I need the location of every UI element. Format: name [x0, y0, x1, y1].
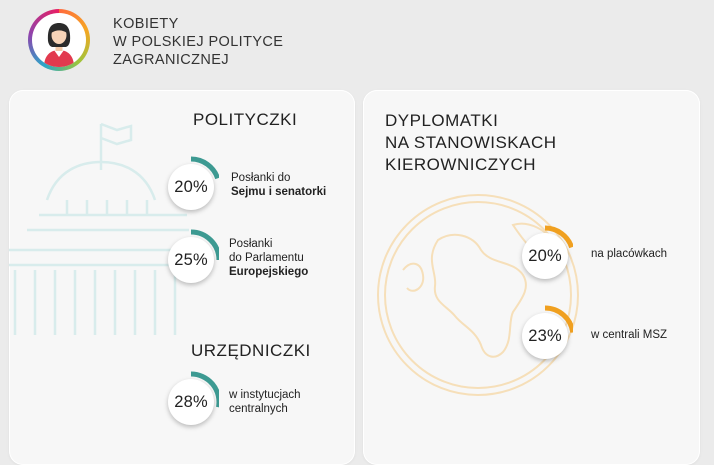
diplomats-title-line: KIEROWNICZYCH	[385, 155, 536, 174]
officials-title: URZĘDNICZKI	[191, 341, 311, 360]
percentage-badge: 25%	[168, 237, 214, 283]
stat-ministry-headquarters: 23% w centrali MSZ	[513, 304, 693, 364]
progress-arc-fill	[190, 156, 219, 180]
stat-label-line: w instytucjach	[229, 389, 301, 401]
page-title-line: W POLSKIEJ POLITYCE	[113, 34, 284, 50]
politicians-card: POLITYCZKI 20% Posłanki do Sejmu i senat…	[9, 90, 355, 465]
progress-arc	[190, 156, 219, 180]
stat-diplomatic-posts: 20% na placówkach	[513, 224, 693, 284]
page-title-line: KOBIETY	[113, 16, 179, 32]
stat-label-line: centralnych	[229, 403, 288, 415]
diplomats-title-line: DYPLOMATKI	[385, 111, 499, 130]
progress-arc	[544, 225, 573, 249]
diplomats-title: DYPLOMATKI NA STANOWISKACH KIEROWNICZYCH	[385, 110, 557, 176]
parliament-building-icon	[9, 122, 199, 335]
stat-label: w centrali MSZ	[591, 329, 668, 341]
stat-label-line: Posłanki	[229, 238, 273, 250]
percentage-badge: 20%	[522, 233, 568, 279]
stat-central-institutions: 28% w instytucjach centralnych	[159, 370, 349, 430]
stat-label-line: Posłanki do	[231, 172, 291, 184]
progress-arc	[190, 371, 219, 408]
stat-label: Posłanki do Sejmu i senatorki	[231, 171, 326, 199]
stat-label: w instytucjach centralnych	[229, 388, 301, 416]
diplomats-title-line: NA STANOWISKACH	[385, 133, 557, 152]
politicians-title: POLITYCZKI	[193, 110, 298, 129]
stat-label: Posłanki do Parlamentu Europejskiego	[229, 237, 308, 279]
progress-arc-fill	[544, 225, 573, 249]
page-title: KOBIETY W POLSKIEJ POLITYCE ZAGRANICZNEJ	[113, 15, 283, 69]
stat-label-bold: Europejskiego	[229, 266, 309, 278]
percentage-badge: 28%	[168, 379, 214, 425]
stat-label-line: do Parlamentu	[229, 252, 304, 264]
page-header: KOBIETY W POLSKIEJ POLITYCE ZAGRANICZNEJ	[0, 0, 714, 90]
stat-label: na placówkach	[591, 248, 668, 260]
progress-arc-fill	[190, 229, 219, 261]
woman-avatar-icon	[32, 13, 86, 67]
stat-label-bold: Sejmu i senatorki	[231, 186, 327, 198]
percentage-badge: 20%	[168, 164, 214, 210]
percentage-badge: 23%	[522, 313, 568, 359]
avatar	[28, 9, 90, 71]
progress-arc	[544, 305, 573, 333]
stat-european-parliament: 25% Posłanki do Parlamentu Europejskiego	[159, 228, 349, 288]
progress-arc-fill	[544, 305, 573, 333]
stat-sejm-senate: 20% Posłanki do Sejmu i senatorki	[159, 155, 349, 215]
page-title-line: ZAGRANICZNEJ	[113, 52, 229, 68]
progress-arc	[190, 229, 219, 261]
progress-arc-fill	[190, 371, 219, 408]
diplomats-card: DYPLOMATKI NA STANOWISKACH KIEROWNICZYCH…	[363, 90, 700, 465]
